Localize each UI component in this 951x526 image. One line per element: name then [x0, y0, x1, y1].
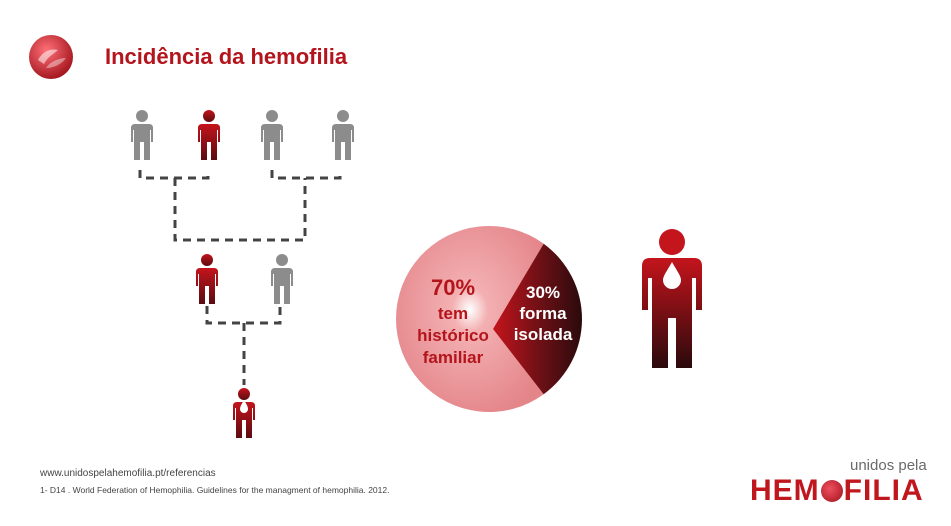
person-icon	[271, 254, 293, 304]
incidence-pie-chart	[396, 226, 582, 412]
pie-major-label: tem histórico familiar	[400, 303, 506, 369]
pie-minor-label-line: forma	[519, 304, 567, 323]
page-title: Incidência da hemofilia	[105, 44, 348, 69]
pie-minor-label: 30% forma isolada	[506, 282, 580, 345]
pie-major-label-line: tem	[437, 304, 469, 323]
pie-slice-minor	[493, 243, 582, 395]
brand-wordmark-right: FILIA	[843, 474, 924, 507]
brand-wordmark: HEM FILIA	[750, 474, 924, 508]
person-icon	[196, 254, 218, 304]
pie-major-label-line: histórico	[417, 326, 489, 345]
blood-drop-icon	[663, 262, 681, 289]
citation-text: 1- D14 . World Federation of Hemophilia.…	[40, 485, 390, 495]
pie-major-percent: 70%	[430, 275, 476, 300]
brand-wordmark-left: HEM	[750, 474, 820, 507]
pie-major-label-line: familiar	[422, 348, 484, 367]
person-icon	[261, 110, 283, 160]
pie-minor-percent: 30%	[525, 283, 561, 302]
brand-tagline: unidos pela	[850, 457, 927, 474]
blood-drop-icon	[240, 400, 248, 413]
person-icon	[198, 110, 220, 160]
pie-slice-major	[396, 226, 544, 412]
brand-o-icon	[820, 480, 843, 502]
person-icon	[131, 110, 153, 160]
person-icon	[332, 110, 354, 160]
references-link[interactable]: www.unidospelahemofilia.pt/referencias	[40, 468, 216, 479]
pie-minor-label-line: isolada	[513, 325, 573, 344]
tree-connectors	[138, 170, 342, 385]
hand-heart-logo-icon	[29, 35, 73, 79]
person-icon	[642, 229, 702, 368]
